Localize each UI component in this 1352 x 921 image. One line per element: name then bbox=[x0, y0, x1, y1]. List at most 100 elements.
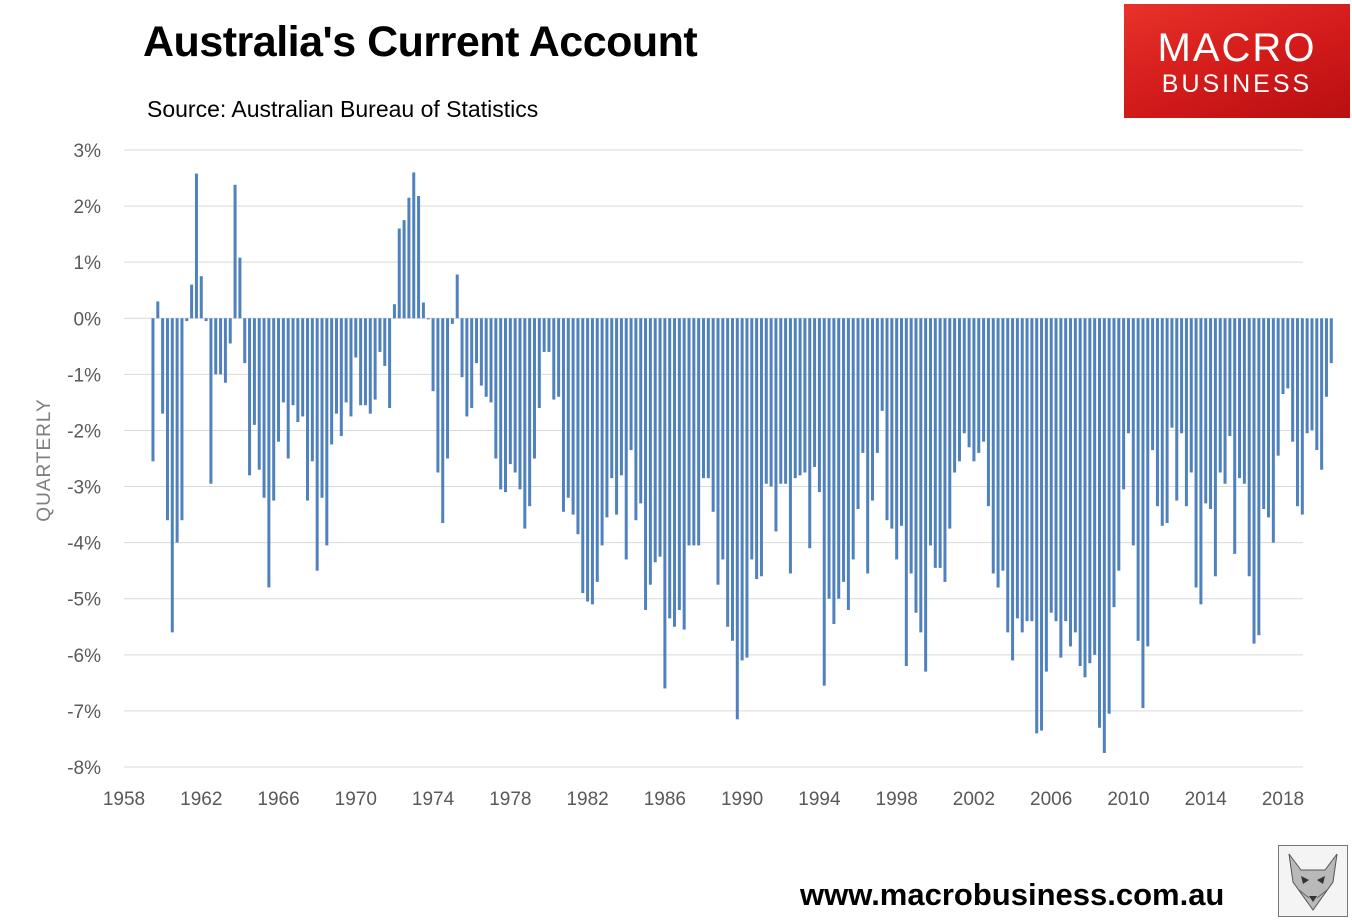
bar bbox=[1131, 318, 1135, 546]
bar bbox=[1252, 318, 1256, 644]
bar bbox=[904, 318, 908, 667]
bar bbox=[518, 318, 522, 490]
bar bbox=[407, 197, 411, 319]
bar bbox=[803, 318, 807, 473]
y-tick-label: -3% bbox=[67, 478, 101, 499]
bar bbox=[296, 318, 300, 423]
bar bbox=[861, 318, 865, 453]
y-tick-label: -6% bbox=[67, 646, 101, 667]
bar bbox=[644, 318, 648, 610]
bar bbox=[248, 318, 252, 476]
bar bbox=[320, 318, 324, 498]
bar bbox=[624, 318, 628, 560]
bar bbox=[1300, 318, 1304, 515]
bar bbox=[272, 318, 276, 501]
bar bbox=[943, 318, 947, 582]
bar bbox=[866, 318, 870, 574]
bar bbox=[1271, 318, 1275, 543]
bar bbox=[310, 318, 314, 462]
bar bbox=[257, 318, 261, 470]
bar bbox=[1170, 318, 1174, 428]
bar bbox=[571, 318, 575, 515]
bar bbox=[982, 318, 986, 442]
bar bbox=[590, 318, 594, 605]
bar bbox=[426, 318, 430, 320]
bar bbox=[499, 318, 503, 490]
x-tick-label: 2014 bbox=[1185, 789, 1228, 810]
x-tick-label: 1962 bbox=[180, 789, 222, 810]
bar bbox=[508, 318, 512, 465]
bar bbox=[388, 318, 392, 409]
bar bbox=[1262, 318, 1266, 509]
logo-line-2: BUSINESS bbox=[1161, 70, 1313, 98]
logo-line-1: MACRO bbox=[1157, 26, 1317, 70]
bar bbox=[489, 318, 493, 403]
bar bbox=[972, 318, 976, 462]
bar bbox=[204, 318, 208, 322]
bar bbox=[156, 301, 160, 319]
bar bbox=[267, 318, 271, 588]
bar bbox=[1112, 318, 1116, 608]
bar bbox=[532, 318, 536, 459]
bar bbox=[1218, 318, 1222, 473]
bar bbox=[755, 318, 759, 580]
bar bbox=[721, 318, 725, 560]
bar bbox=[871, 318, 875, 501]
x-tick-label: 1966 bbox=[257, 789, 299, 810]
bar bbox=[1083, 318, 1087, 678]
bar bbox=[185, 318, 189, 322]
bar bbox=[914, 318, 918, 613]
bar bbox=[330, 318, 334, 445]
bar bbox=[711, 318, 715, 512]
bar bbox=[542, 318, 546, 352]
bar bbox=[1097, 318, 1101, 728]
bar bbox=[948, 318, 952, 529]
bar bbox=[209, 318, 213, 484]
bar bbox=[1011, 318, 1015, 661]
bar bbox=[286, 318, 290, 459]
bar bbox=[537, 318, 541, 409]
bar bbox=[301, 318, 305, 417]
bar bbox=[421, 302, 425, 319]
x-tick-label: 2018 bbox=[1262, 789, 1304, 810]
bar bbox=[484, 318, 488, 397]
x-tick-label: 1974 bbox=[412, 789, 455, 810]
y-axis-tick-labels: 3% 2% 1% 0% -1% -2% -3% -4% -5% -6% -7% -8% bbox=[67, 141, 101, 779]
bar bbox=[373, 318, 377, 400]
bar bbox=[1040, 318, 1044, 731]
y-tick-label: 2% bbox=[74, 197, 102, 218]
bar bbox=[1257, 318, 1261, 636]
bar bbox=[764, 318, 768, 484]
bar bbox=[759, 318, 763, 577]
wolf-logo-icon bbox=[1278, 845, 1348, 917]
bar bbox=[1093, 318, 1097, 655]
bar bbox=[605, 318, 609, 518]
y-tick-label: -2% bbox=[67, 421, 101, 442]
bar bbox=[1136, 318, 1140, 641]
bar bbox=[967, 318, 971, 448]
bar bbox=[334, 318, 338, 414]
bar bbox=[938, 318, 942, 568]
y-tick-label: 0% bbox=[74, 309, 102, 330]
bar bbox=[885, 318, 889, 521]
bar bbox=[933, 318, 937, 568]
bar bbox=[1228, 318, 1232, 437]
bar bbox=[243, 318, 247, 364]
bar bbox=[1155, 318, 1159, 507]
bar bbox=[1025, 318, 1029, 622]
x-tick-label: 2002 bbox=[953, 789, 995, 810]
bar bbox=[455, 274, 459, 319]
bar bbox=[1180, 318, 1184, 434]
bar bbox=[368, 318, 372, 414]
bar bbox=[479, 318, 483, 386]
bar bbox=[1175, 318, 1179, 501]
x-tick-label: 1970 bbox=[335, 789, 377, 810]
bar bbox=[1141, 318, 1145, 709]
bar bbox=[648, 318, 652, 585]
y-tick-label: 3% bbox=[74, 141, 102, 162]
bar bbox=[615, 318, 619, 515]
bar bbox=[557, 318, 561, 397]
bar bbox=[402, 220, 406, 319]
bar bbox=[774, 318, 778, 532]
bar bbox=[668, 318, 672, 619]
